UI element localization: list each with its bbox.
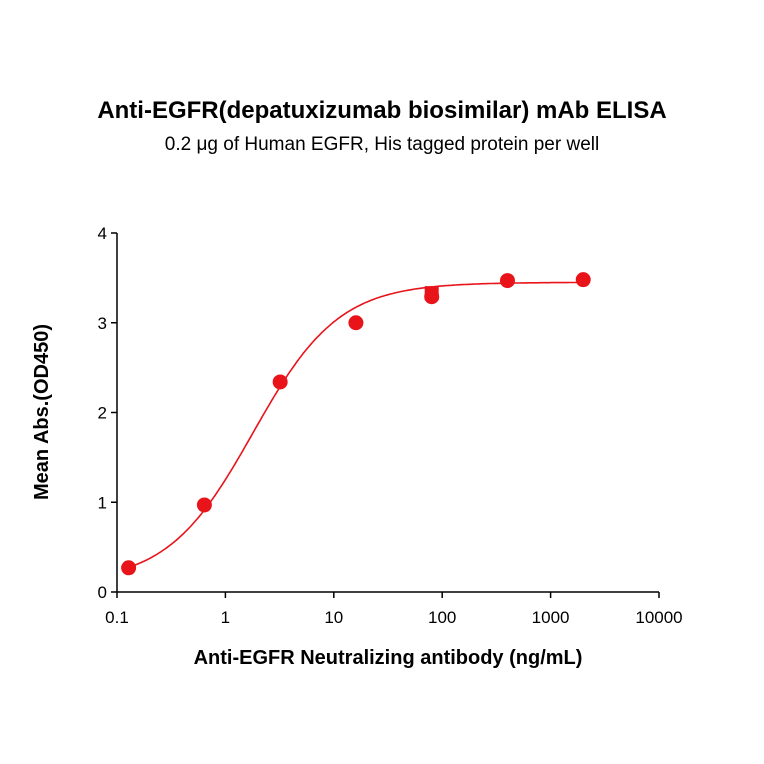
chart-subtitle: 0.2 μg of Human EGFR, His tagged protein… xyxy=(164,134,600,155)
data-point xyxy=(424,289,440,305)
y-tick-label: 4 xyxy=(98,224,107,243)
x-tick-label: 0.1 xyxy=(105,608,129,627)
data-point xyxy=(272,374,288,390)
y-tick-label: 3 xyxy=(98,314,107,333)
data-point xyxy=(575,272,591,288)
data-point xyxy=(348,315,364,331)
x-tick-label: 1 xyxy=(221,608,230,627)
x-axis-label: Anti-EGFR Neutralizing antibody (ng/mL) xyxy=(194,647,583,669)
data-point xyxy=(196,497,212,513)
data-point xyxy=(121,560,137,576)
data-point xyxy=(499,273,515,289)
y-tick-label: 1 xyxy=(98,493,107,512)
x-tick-label: 10000 xyxy=(635,608,682,627)
x-tick-label: 100 xyxy=(428,608,456,627)
y-tick-label: 2 xyxy=(98,404,107,423)
x-tick-label: 10 xyxy=(324,608,343,627)
chart-title: Anti-EGFR(depatuxizumab biosimilar) mAb … xyxy=(97,97,667,124)
x-tick-label: 1000 xyxy=(532,608,570,627)
y-axis-label: Mean Abs.(OD450) xyxy=(31,324,53,500)
y-tick-label: 0 xyxy=(98,583,107,602)
